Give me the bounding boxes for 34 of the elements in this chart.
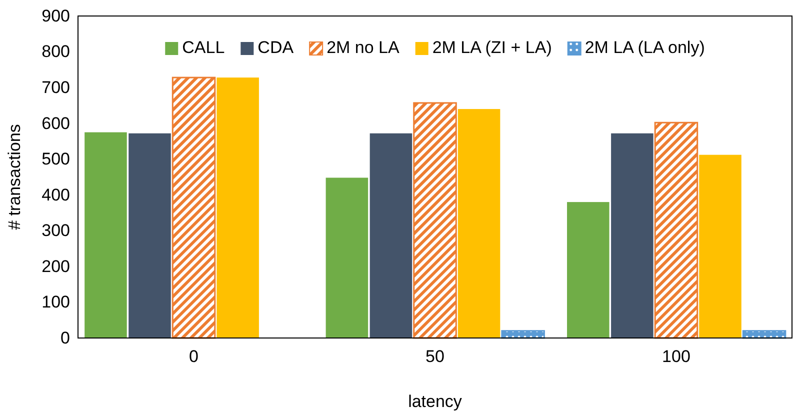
bar bbox=[611, 133, 654, 338]
bar bbox=[742, 330, 786, 339]
bar bbox=[458, 109, 500, 338]
legend-label: 2M no LA bbox=[326, 38, 400, 57]
y-tick-label: 600 bbox=[42, 114, 70, 133]
legend-label: CALL bbox=[182, 38, 225, 57]
legend-label: CDA bbox=[258, 38, 294, 57]
y-tick-label: 700 bbox=[42, 78, 70, 97]
bar bbox=[172, 76, 216, 339]
y-tick-label: 400 bbox=[42, 185, 70, 204]
y-tick-label: 0 bbox=[60, 328, 70, 348]
legend-label: 2M LA (ZI + LA) bbox=[432, 38, 552, 57]
x-axis-title: latency bbox=[408, 392, 462, 411]
bar bbox=[216, 78, 259, 338]
bar bbox=[501, 330, 545, 339]
bar bbox=[654, 122, 698, 339]
bar bbox=[567, 202, 610, 338]
y-tick-label: 800 bbox=[42, 42, 70, 62]
bar bbox=[699, 154, 742, 338]
bar bbox=[413, 102, 457, 339]
bar bbox=[326, 178, 368, 338]
x-tick-label: 0 bbox=[189, 347, 199, 366]
bar bbox=[128, 133, 171, 338]
y-tick-label: 200 bbox=[42, 256, 70, 276]
y-tick-label: 500 bbox=[42, 150, 70, 169]
y-axis-title: # transactions bbox=[5, 124, 24, 230]
y-tick-label: 300 bbox=[42, 221, 70, 240]
y-tick-label: 100 bbox=[42, 292, 70, 312]
legend-label: 2M LA (LA only) bbox=[584, 38, 705, 57]
y-tick-label: 900 bbox=[42, 6, 70, 26]
bar bbox=[84, 132, 127, 338]
bar bbox=[370, 133, 412, 338]
x-tick-label: 50 bbox=[426, 347, 444, 366]
x-tick-label: 100 bbox=[662, 347, 690, 366]
